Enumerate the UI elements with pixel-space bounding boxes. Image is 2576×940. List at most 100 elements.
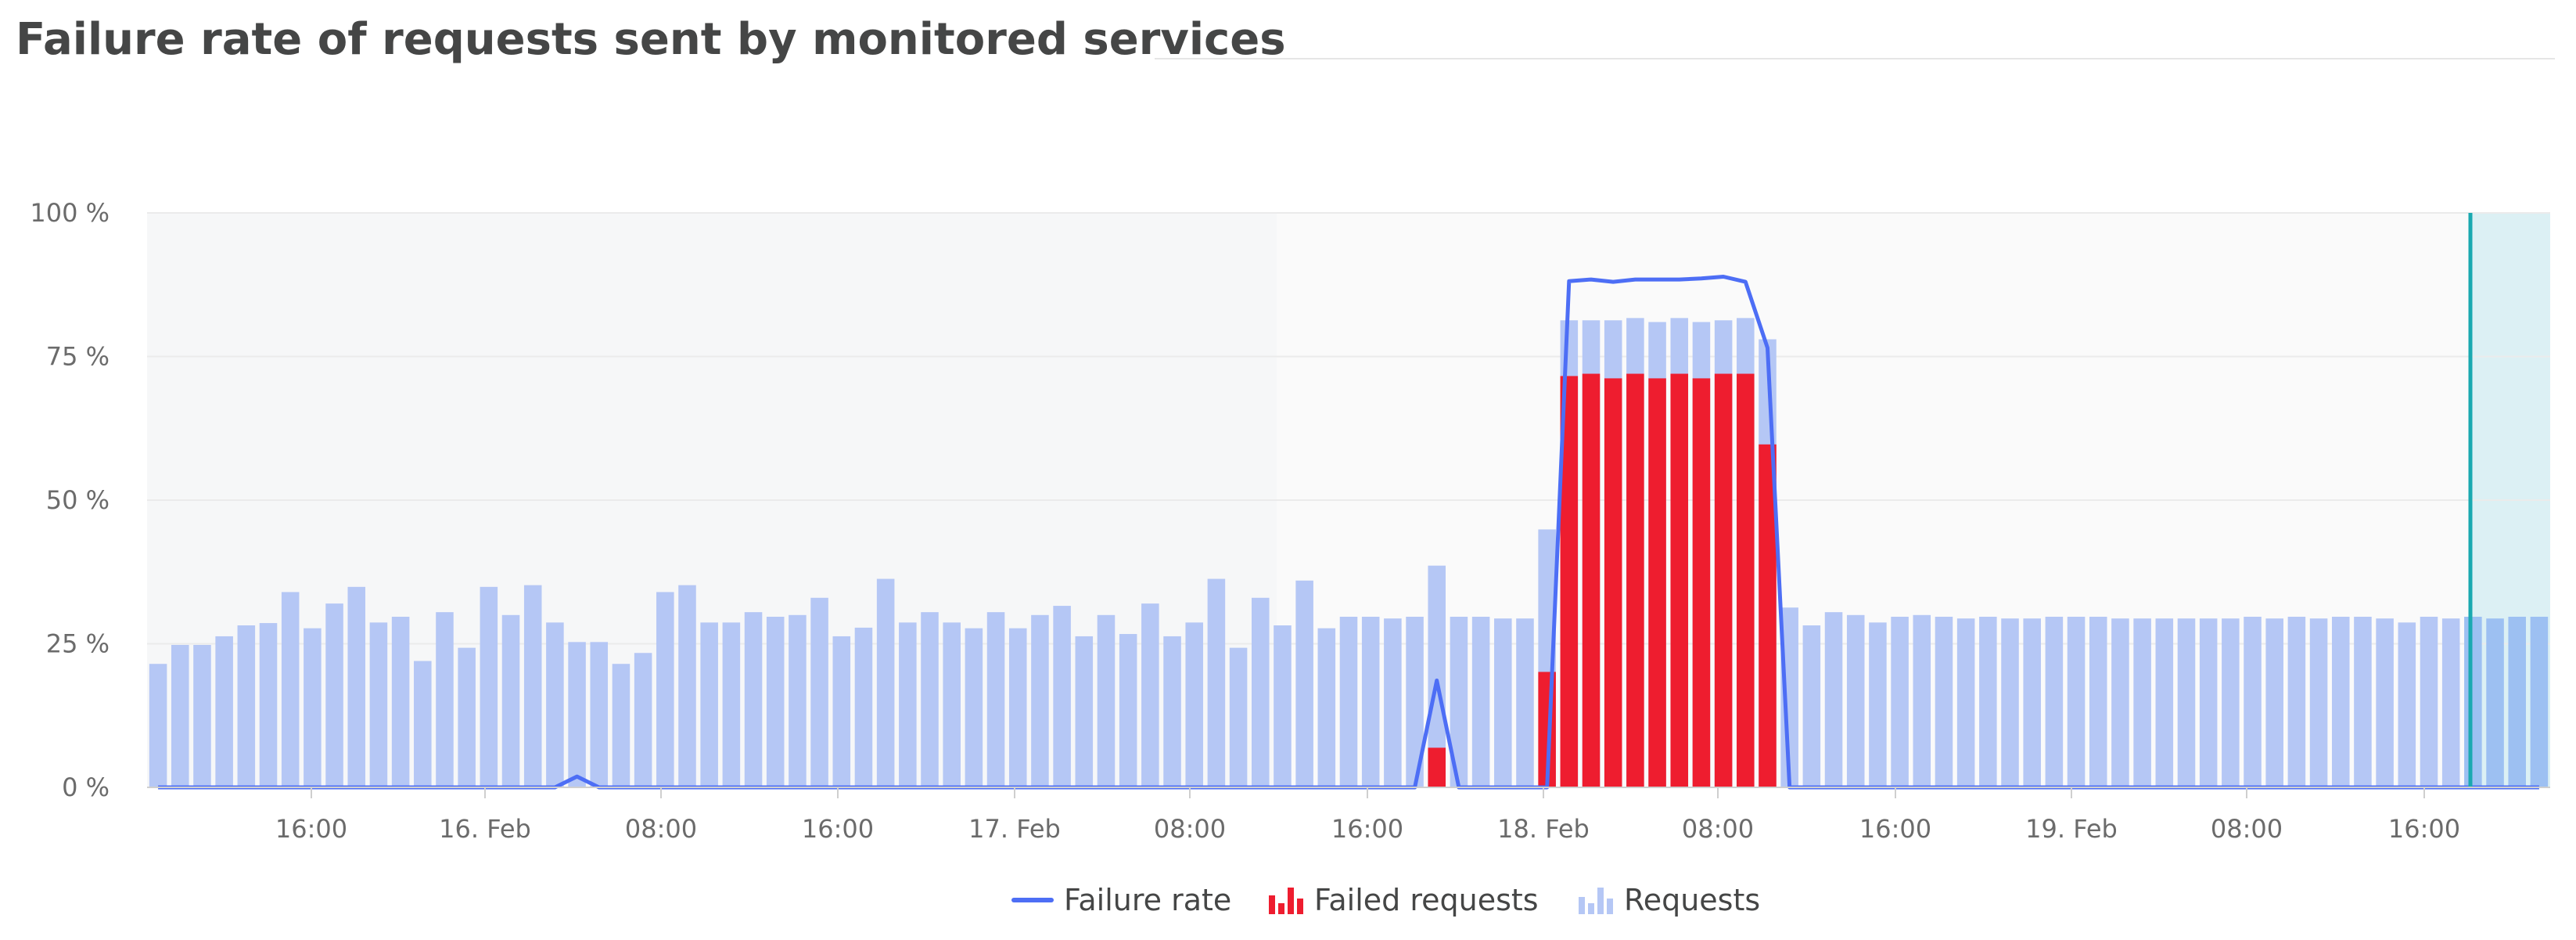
legend-bars-icon-failed: [1288, 888, 1294, 914]
failed-requests-bar: [1670, 373, 1689, 787]
requests-bar: [2441, 618, 2460, 787]
requests-bar: [1317, 628, 1336, 787]
requests-bar: [656, 592, 674, 787]
requests-bar: [480, 586, 498, 787]
requests-bar: [921, 612, 939, 787]
requests-bar: [789, 614, 807, 787]
requests-bar: [1869, 622, 1887, 787]
x-tick-label: 08:00: [2211, 814, 2283, 844]
failed-requests-bar: [1737, 373, 1755, 787]
y-tick-label: 25 %: [46, 629, 110, 659]
requests-bar: [2222, 618, 2240, 787]
requests-bar: [766, 617, 785, 787]
requests-bar: [523, 585, 542, 787]
requests-bar: [1141, 603, 1159, 787]
requests-bar: [2287, 617, 2306, 787]
requests-bar: [414, 661, 432, 787]
requests-bar: [832, 636, 851, 787]
requests-bar: [2111, 618, 2129, 787]
failed-requests-bar: [1604, 378, 1622, 788]
requests-bar: [590, 642, 609, 787]
requests-bar: [436, 612, 454, 787]
failed-requests-bar: [1428, 747, 1446, 787]
requests-bar: [744, 612, 763, 787]
y-axis-labels: 0 % 25 % 50 % 75 % 100 %: [30, 198, 110, 802]
requests-bar: [546, 622, 564, 787]
requests-bar: [1163, 636, 1181, 787]
legend-bars-icon-failed: [1278, 903, 1284, 914]
requests-bar: [1053, 606, 1071, 787]
x-tick-label: 16. Feb: [439, 814, 531, 844]
requests-bar: [2177, 618, 2196, 787]
requests-bar: [2464, 617, 2482, 787]
requests-bar: [965, 628, 983, 787]
requests-bar: [854, 627, 873, 787]
requests-bar: [1274, 625, 1292, 787]
requests-bar: [2508, 617, 2526, 787]
requests-bar: [1846, 614, 1865, 787]
requests-bar: [2023, 618, 2041, 787]
requests-bar: [1384, 618, 1402, 787]
requests-bar: [2067, 617, 2086, 787]
x-tick-label: 17. Feb: [968, 814, 1061, 844]
chart-header: Failure rate of requests sent by monitor…: [13, 9, 2555, 72]
requests-bar: [2354, 617, 2372, 787]
failed-requests-bar: [1582, 373, 1601, 787]
requests-bar: [1339, 617, 1358, 787]
requests-bar: [1824, 612, 1843, 787]
requests-bar: [1097, 614, 1116, 787]
requests-bar: [876, 578, 895, 787]
legend-bars-icon-failed: [1297, 899, 1303, 914]
requests-bar: [1361, 617, 1380, 787]
x-tick-label: 18. Feb: [1497, 814, 1590, 844]
legend-bars-icon-requests: [1579, 897, 1585, 914]
requests-bar: [2001, 618, 2019, 787]
requests-bar: [1031, 614, 1049, 787]
x-tick-label: 16:00: [1331, 814, 1403, 844]
requests-bar: [1008, 628, 1027, 787]
x-tick-label: 08:00: [625, 814, 697, 844]
failed-requests-bars: [1428, 373, 1777, 788]
x-tick-label: 16:00: [2388, 814, 2460, 844]
legend-bars-icon-requests: [1597, 888, 1604, 914]
failed-requests-bar: [1714, 373, 1733, 787]
failed-requests-bar: [1626, 373, 1644, 787]
requests-bar: [1406, 617, 1424, 787]
requests-bar: [568, 642, 586, 787]
failed-requests-bar: [1692, 378, 1711, 788]
requests-bar: [2309, 618, 2328, 787]
x-tick-label: 16:00: [1859, 814, 1931, 844]
requests-bar: [2133, 618, 2151, 787]
requests-bar: [1516, 618, 1534, 787]
requests-bar: [1913, 614, 1931, 787]
requests-bar: [501, 614, 520, 787]
requests-bar: [943, 622, 961, 787]
y-tick-label: 50 %: [46, 485, 110, 515]
requests-bar: [678, 585, 696, 787]
chart-legend: Failure rate Failed requests Requests: [1011, 883, 1760, 917]
requests-bar: [2265, 618, 2283, 787]
legend-bars-icon-requests: [1607, 899, 1613, 914]
x-tick-label: 16:00: [802, 814, 874, 844]
requests-bar: [1471, 617, 1490, 787]
requests-bar: [1207, 578, 1226, 787]
y-tick-label: 0 %: [62, 773, 110, 802]
requests-bar: [1494, 618, 1512, 787]
requests-bar: [2530, 617, 2549, 787]
requests-bar: [237, 625, 256, 787]
requests-bar: [2045, 617, 2064, 787]
requests-bar: [2420, 617, 2438, 787]
y-tick-label: 100 %: [30, 198, 110, 228]
title-divider: [1155, 58, 2555, 59]
requests-bar: [1119, 634, 1137, 787]
requests-bar: [193, 644, 211, 787]
requests-bar: [1075, 636, 1094, 787]
chart-title: Failure rate of requests sent by monitor…: [16, 14, 1286, 65]
requests-bar: [2244, 617, 2262, 787]
legend-label-failure-rate: Failure rate: [1064, 883, 1231, 917]
legend-bars-icon-failed: [1269, 895, 1275, 914]
failed-requests-bar: [1560, 376, 1579, 787]
requests-bar: [700, 622, 718, 787]
legend-bars-icon-requests: [1588, 903, 1594, 914]
